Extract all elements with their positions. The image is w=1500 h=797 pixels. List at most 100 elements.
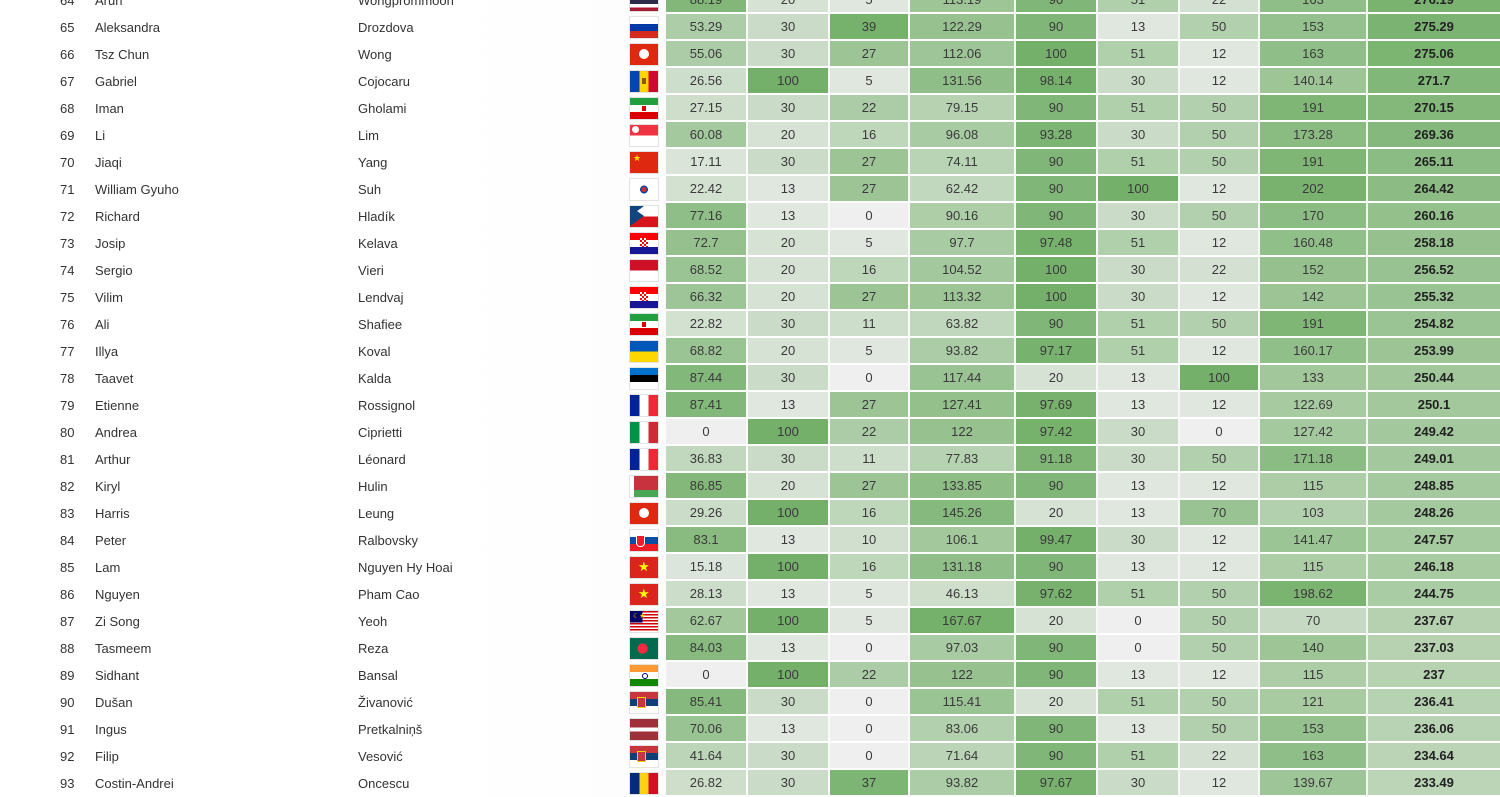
score-cell: 12 [1180, 68, 1258, 95]
rank-cell: 93 [60, 776, 75, 791]
score-cell: 13 [1098, 392, 1178, 419]
score-cell: 22 [830, 419, 908, 446]
total-score-cell: 234.64 [1368, 743, 1500, 770]
score-cell: 12 [1180, 473, 1258, 500]
score-cell: 97.69 [1016, 392, 1096, 419]
total-score-cell: 237.67 [1368, 608, 1500, 635]
flag-emblem-icon [642, 673, 648, 679]
country-flag-cell [630, 716, 658, 743]
flag-emblem-icon [640, 292, 648, 301]
score-cell: 10 [830, 527, 908, 554]
country-flag-icon [630, 44, 658, 65]
score-cell: 87.44 [666, 365, 746, 392]
score-cell: 50 [1180, 95, 1258, 122]
last-name-cell: Rossignol [358, 398, 416, 413]
first-name-cell: Tasmeem [95, 641, 152, 656]
first-name-cell: Filip [95, 749, 119, 764]
flag-emblem-icon [642, 78, 646, 84]
score-cell: 72.7 [666, 230, 746, 257]
score-cell: 12 [1180, 770, 1258, 797]
table-row: 67 Gabriel Cojocaru 26.56 100 5 131.56 98.14 30 1… [0, 68, 1500, 95]
country-flag-cell: ★ [630, 581, 658, 608]
rank-cell: 72 [60, 209, 75, 224]
score-cell: 22 [830, 95, 908, 122]
score-cell: 50 [1180, 446, 1258, 473]
score-cell: 13 [1098, 554, 1178, 581]
country-flag-cell [630, 392, 658, 419]
score-cell: 13 [748, 392, 828, 419]
flag-emblem-icon [637, 697, 646, 708]
score-cell: 70 [1180, 500, 1258, 527]
table-row: 65 Aleksandra Drozdova 53.29 30 39 122.29 90 13 5… [0, 14, 1500, 41]
score-cell: 27 [830, 284, 908, 311]
score-cell: 22.42 [666, 176, 746, 203]
score-cell: 140 [1260, 635, 1366, 662]
score-cell: 12 [1180, 41, 1258, 68]
score-cell: 30 [1098, 446, 1178, 473]
table-row: 71 William Gyuho Suh 22.42 13 27 62.42 90 100 12 2… [0, 176, 1500, 203]
score-cell: 51 [1098, 41, 1178, 68]
score-cell: 90 [1016, 203, 1096, 230]
table-row: 92 Filip Vesović 41.64 30 0 71.64 90 51 22 163 234.… [0, 743, 1500, 770]
rank-cell: 77 [60, 344, 75, 359]
table-row: 77 Illya Koval 68.82 20 5 93.82 97.17 51 12 160.17… [0, 338, 1500, 365]
score-cell: 198.62 [1260, 581, 1366, 608]
table-row: 70 Jiaqi Yang ★ 17.11 30 27 74.11 90 51 50 191 265.1… [0, 149, 1500, 176]
score-cell: 0 [666, 662, 746, 689]
score-cell: 98.14 [1016, 68, 1096, 95]
last-name-cell: Yang [358, 155, 388, 170]
flag-emblem-icon [639, 49, 649, 59]
score-cell: 27 [830, 392, 908, 419]
score-cell: 84.03 [666, 635, 746, 662]
flag-crescent-icon [632, 126, 639, 133]
last-name-cell: Kelava [358, 236, 398, 251]
country-flag-icon [630, 692, 658, 713]
country-flag-cell [630, 365, 658, 392]
flag-emblem-icon [642, 322, 646, 327]
score-cell: 62.42 [910, 176, 1014, 203]
score-cell: 90 [1016, 14, 1096, 41]
score-cell: 163 [1260, 41, 1366, 68]
score-cell: 30 [1098, 770, 1178, 797]
score-cell: 83.1 [666, 527, 746, 554]
score-cell: 97.42 [1016, 419, 1096, 446]
score-cell: 133.85 [910, 473, 1014, 500]
score-cell: 55.06 [666, 41, 746, 68]
country-flag-icon [630, 638, 658, 659]
first-name-cell: Zi Song [95, 614, 140, 629]
score-cell: 100 [1016, 284, 1096, 311]
score-cell: 90 [1016, 473, 1096, 500]
first-name-cell: Ingus [95, 722, 127, 737]
score-cell: 117.44 [910, 365, 1014, 392]
total-score-cell: 270.15 [1368, 95, 1500, 122]
score-cell: 191 [1260, 95, 1366, 122]
score-cell: 13 [748, 635, 828, 662]
total-score-cell: 264.42 [1368, 176, 1500, 203]
total-score-cell: 244.75 [1368, 581, 1500, 608]
score-cell: 0 [830, 635, 908, 662]
table-row: 93 Costin-Andrei Oncescu 26.82 30 37 93.82 97.6… [0, 770, 1500, 797]
flag-crescent-icon: ☾★ [633, 613, 646, 620]
last-name-cell: Pretkalniņš [358, 722, 423, 737]
score-cell: 20 [1016, 608, 1096, 635]
score-cell: 100 [1016, 257, 1096, 284]
score-cell: 12 [1180, 662, 1258, 689]
score-cell: 96.08 [910, 122, 1014, 149]
rank-cell: 84 [60, 533, 75, 548]
score-cell: 20 [748, 122, 828, 149]
country-flag-cell: ★ [630, 554, 658, 581]
score-cell: 121 [1260, 689, 1366, 716]
flag-emblem-icon [637, 751, 646, 762]
score-cell: 50 [1180, 635, 1258, 662]
last-name-cell: Vieri [358, 263, 384, 278]
first-name-cell: Illya [95, 344, 119, 359]
score-cell: 62.67 [666, 608, 746, 635]
table-row: 88 Tasmeem Reza 84.03 13 0 97.03 90 0 50 140 237.03 [0, 635, 1500, 662]
score-cell: 60.08 [666, 122, 746, 149]
score-cell: 50 [1180, 716, 1258, 743]
total-score-cell: 253.99 [1368, 338, 1500, 365]
score-cell: 100 [748, 608, 828, 635]
last-name-cell: Hladík [358, 209, 395, 224]
country-flag-icon [630, 530, 658, 551]
score-cell: 15.18 [666, 554, 746, 581]
